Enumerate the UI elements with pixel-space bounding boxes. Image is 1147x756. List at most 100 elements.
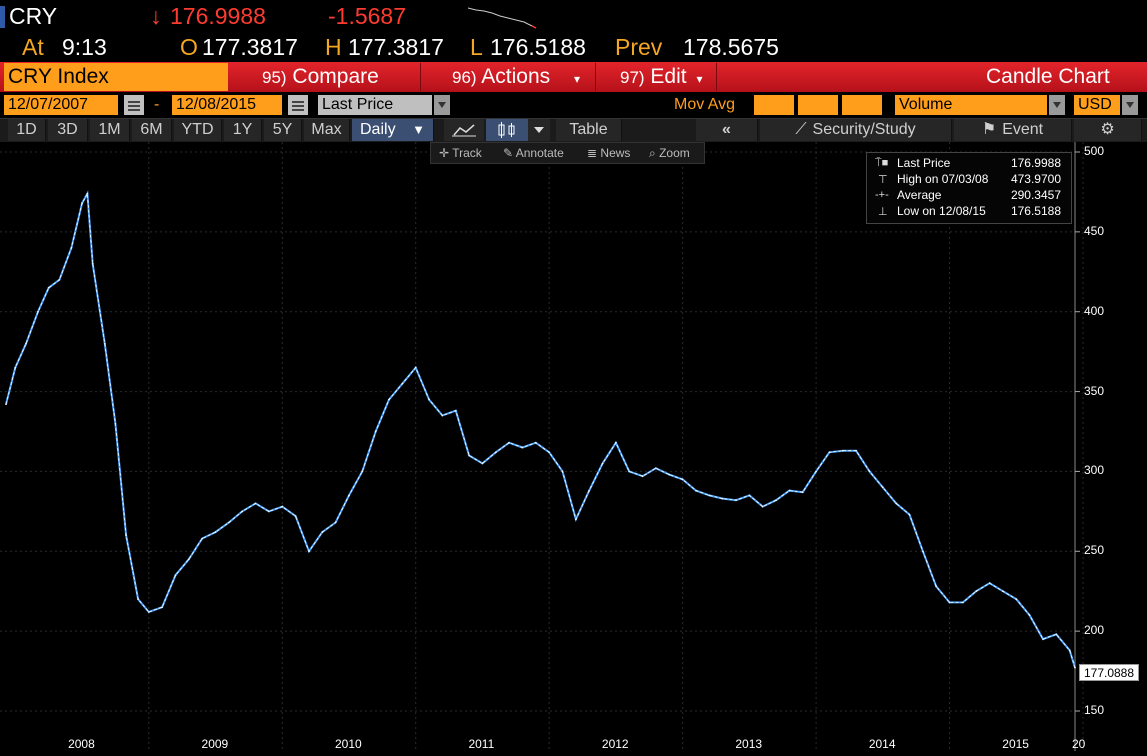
- high-value: 177.3817: [348, 34, 444, 60]
- currency-field[interactable]: USD: [1074, 95, 1120, 115]
- price-point: [775, 499, 777, 502]
- chevron-down-icon[interactable]: [1049, 95, 1065, 115]
- last-price: 176.9988: [170, 3, 266, 29]
- chart-type-label[interactable]: Candle Chart: [986, 65, 1110, 88]
- divider: [716, 63, 717, 91]
- net-change: -1.5687: [328, 3, 407, 29]
- chevron-down-icon: ▾: [696, 72, 703, 86]
- price-point: [81, 202, 83, 204]
- line-chart-icon[interactable]: [444, 119, 484, 141]
- actions-menu[interactable]: 96) Actions ▾: [452, 63, 580, 91]
- price-point: [1055, 633, 1058, 636]
- mov-avg-field-2[interactable]: [798, 95, 838, 115]
- price-point: [655, 467, 657, 470]
- price-point: [114, 422, 117, 425]
- price-point: [588, 489, 590, 492]
- x-tick-label: 2013: [735, 737, 763, 751]
- legend-label: Last Price: [897, 156, 951, 170]
- price-point: [137, 598, 139, 600]
- gear-icon[interactable]: ⚙: [1074, 119, 1142, 141]
- price-point: [748, 494, 751, 497]
- mov-avg-field-3[interactable]: [842, 95, 882, 115]
- price-point: [681, 478, 684, 481]
- price-point: [975, 590, 977, 592]
- security-index-field[interactable]: CRY Index: [4, 63, 228, 91]
- price-point: [535, 441, 537, 444]
- legend-value: 473.9700: [1010, 172, 1061, 186]
- price-point: [842, 449, 844, 452]
- price-point: [468, 454, 470, 457]
- period-ytd[interactable]: YTD: [174, 119, 222, 141]
- low-label: L: [470, 34, 483, 60]
- open-label: O: [180, 34, 198, 60]
- chevron-down-icon: ▼: [412, 122, 425, 137]
- collapse-chevrons-icon[interactable]: «: [696, 119, 758, 141]
- edit-menu[interactable]: 97) Edit ▾: [620, 63, 702, 91]
- calendar-icon[interactable]: [124, 95, 144, 115]
- down-arrow-icon: ↓: [150, 3, 162, 29]
- track-tool[interactable]: ✛ Track: [439, 146, 482, 160]
- chart-legend: ⍑■ Last Price 176.9988 ⊤ High on 07/03/0…: [866, 152, 1072, 224]
- volume-field[interactable]: Volume: [895, 95, 1047, 115]
- end-date-field[interactable]: 12/08/2015: [172, 95, 282, 115]
- study-chart-icon: ⟋: [795, 121, 807, 138]
- pencil-icon: ✎: [503, 146, 514, 160]
- price-point: [414, 366, 417, 369]
- period-1d[interactable]: 1D: [8, 119, 46, 141]
- price-point: [615, 441, 617, 444]
- period-1y[interactable]: 1Y: [224, 119, 262, 141]
- table-button[interactable]: Table: [556, 119, 622, 141]
- x-tick-label: 2009: [201, 737, 229, 751]
- price-point: [1042, 638, 1044, 640]
- price-point: [58, 279, 61, 281]
- price-point: [695, 489, 697, 492]
- chevron-down-icon[interactable]: [434, 95, 450, 115]
- low-marker-icon: ⊥: [875, 206, 888, 218]
- price-point: [721, 497, 724, 500]
- frequency-select[interactable]: Daily ▼: [352, 119, 434, 141]
- compare-number: 95): [262, 68, 287, 87]
- period-3d[interactable]: 3D: [48, 119, 88, 141]
- chevron-down-icon[interactable]: [1122, 95, 1138, 115]
- price-point: [481, 462, 484, 465]
- price-point: [348, 494, 350, 497]
- price-point: [86, 192, 89, 195]
- legend-label: High on 07/03/08: [897, 172, 989, 186]
- price-field-select[interactable]: Last Price: [318, 95, 432, 115]
- price-chart[interactable]: [0, 142, 1147, 751]
- chevron-down-icon[interactable]: [528, 119, 550, 141]
- price-point: [388, 398, 390, 401]
- price-point: [91, 263, 94, 265]
- price-point: [1028, 614, 1031, 616]
- y-tick-label: 200: [1084, 623, 1105, 638]
- last-value-tag: 177.0888: [1079, 664, 1139, 681]
- price-point: [374, 430, 377, 433]
- period-max[interactable]: Max: [304, 119, 350, 141]
- zoom-tool[interactable]: ⌕ Zoom: [649, 146, 690, 161]
- price-point: [601, 462, 604, 465]
- y-tick-label: 500: [1084, 144, 1105, 158]
- start-date-field[interactable]: 12/07/2007: [4, 95, 118, 115]
- x-tick-label: 20: [1072, 737, 1086, 751]
- news-tool[interactable]: ≣ News: [587, 146, 630, 160]
- compare-menu[interactable]: 95) Compare: [262, 63, 379, 91]
- price-point: [1002, 590, 1004, 592]
- period-6m[interactable]: 6M: [132, 119, 172, 141]
- price-point: [561, 470, 564, 473]
- calendar-icon[interactable]: [288, 95, 308, 115]
- security-study-button[interactable]: ⟋ Security/Study: [760, 119, 952, 141]
- quote-row-secondary: At 9:13 O 177.3817 H 177.3817 L 176.5188…: [0, 34, 1147, 62]
- price-point: [508, 441, 510, 444]
- event-button[interactable]: ⚑ Event: [954, 119, 1072, 141]
- price-point: [321, 531, 324, 533]
- candle-chart-icon[interactable]: [486, 119, 528, 141]
- price-point: [962, 601, 964, 604]
- price-point: [361, 470, 364, 473]
- divider: [420, 63, 421, 91]
- average-marker-icon: -+-: [875, 189, 889, 201]
- period-1m[interactable]: 1M: [90, 119, 130, 141]
- annotate-tool[interactable]: ✎ Annotate: [503, 146, 564, 160]
- mov-avg-field-1[interactable]: [754, 95, 794, 115]
- period-5y[interactable]: 5Y: [264, 119, 302, 141]
- low-value: 176.5188: [490, 34, 586, 60]
